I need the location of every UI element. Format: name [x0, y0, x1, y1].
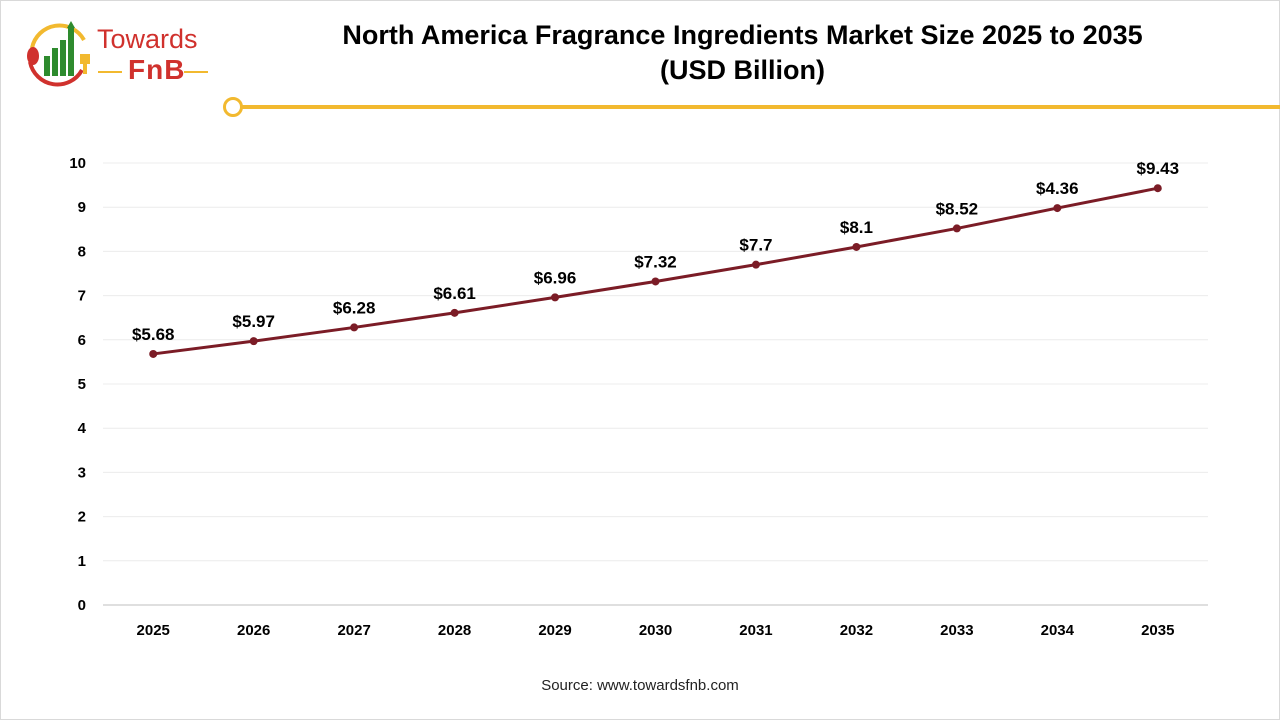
data-label: $7.7: [739, 236, 772, 255]
data-point: [249, 337, 258, 346]
data-point: [852, 242, 861, 251]
y-tick-label: 9: [78, 199, 86, 216]
x-tick-label: 2034: [1041, 622, 1075, 639]
y-tick-label: 10: [69, 155, 86, 172]
y-tick-label: 4: [78, 420, 87, 437]
data-point: [952, 224, 961, 233]
x-tick-label: 2025: [137, 622, 170, 639]
data-point: [1053, 204, 1062, 213]
x-tick-label: 2035: [1141, 622, 1174, 639]
data-point: [651, 277, 660, 286]
chart-title-line-1: North America Fragrance Ingredients Mark…: [342, 20, 1143, 50]
chart-title: North America Fragrance Ingredients Mark…: [250, 18, 1235, 88]
brand-dash-right: [184, 71, 208, 73]
x-tick-label: 2030: [639, 622, 672, 639]
data-point: [149, 349, 158, 358]
brand-subname: FnB: [128, 54, 186, 85]
y-tick-label: 0: [78, 597, 86, 614]
data-label: $6.96: [534, 268, 577, 287]
y-tick-label: 5: [78, 376, 86, 393]
data-label: $7.32: [634, 252, 677, 271]
data-label: $8.1: [840, 218, 873, 237]
decorative-ring: [223, 97, 243, 117]
y-tick-label: 3: [78, 464, 86, 481]
x-tick-label: 2026: [237, 622, 270, 639]
brand-name: Towards: [97, 24, 198, 54]
source-note: Source: www.towardsfnb.com: [541, 677, 739, 694]
x-tick-label: 2031: [739, 622, 772, 639]
data-label: $9.43: [1136, 159, 1179, 178]
y-tick-label: 6: [78, 332, 86, 349]
data-point: [350, 323, 359, 332]
data-label: $5.68: [132, 325, 175, 344]
y-tick-label: 7: [78, 288, 86, 305]
x-tick-label: 2032: [840, 622, 873, 639]
chart-title-line-2: (USD Billion): [660, 55, 825, 85]
towards-fnb-logo-icon: [27, 21, 90, 87]
data-point: [551, 293, 560, 302]
data-label: $4.36: [1036, 179, 1079, 198]
x-tick-label: 2033: [940, 622, 973, 639]
y-tick-label: 8: [78, 243, 86, 260]
x-tick-label: 2029: [538, 622, 571, 639]
data-point: [1153, 184, 1162, 193]
data-point: [450, 308, 459, 317]
data-label: $6.28: [333, 298, 376, 317]
brand-dash-left: [98, 71, 122, 73]
data-label: $6.61: [433, 284, 476, 303]
y-tick-label: 2: [78, 509, 86, 526]
x-tick-label: 2028: [438, 622, 471, 639]
data-point: [751, 260, 760, 269]
data-label: $8.52: [936, 199, 979, 218]
y-tick-label: 1: [78, 553, 86, 570]
decorative-rule: [242, 105, 1280, 109]
x-tick-label: 2027: [337, 622, 370, 639]
data-label: $5.97: [232, 312, 275, 331]
